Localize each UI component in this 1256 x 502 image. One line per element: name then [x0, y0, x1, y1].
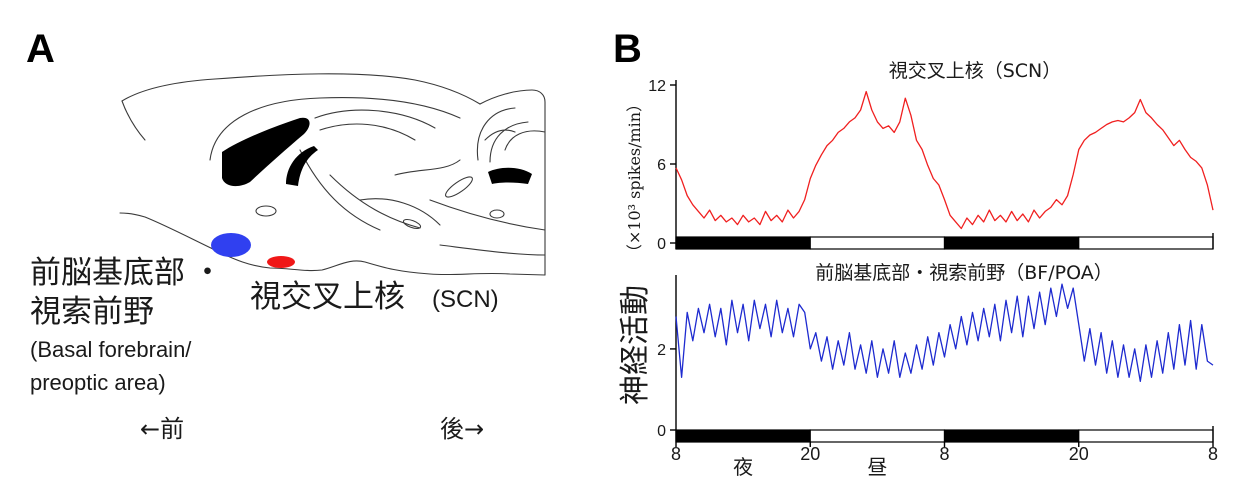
bfpoa-series-line — [675, 283, 1214, 383]
bfpoa-light-schedule-segment — [675, 429, 811, 443]
bfpoa-chart-ylabel: 神経活動 — [618, 285, 653, 405]
cerebellum-folia — [476, 107, 516, 161]
cerebellum-folia — [504, 130, 546, 151]
bf-label-bullet: ・ — [192, 255, 223, 291]
nucleus-oval — [402, 218, 422, 230]
scn-label-ja: 視交叉上核 — [250, 279, 405, 315]
bfpoa-light-schedule-segment — [1078, 429, 1214, 443]
anterior-direction-label: ←前 — [140, 415, 184, 443]
scn-light-schedule-segment — [1078, 236, 1214, 250]
brainstem-line — [429, 199, 546, 231]
bfpoa-chart-title: 前脳基底部・視索前野（BF/POA） — [815, 262, 1112, 284]
brain-bottom-contour — [119, 212, 546, 276]
bfpoa-activity-chart: 前脳基底部・視索前野（BF/POA） 神経活動 0 2 8 20 8 20 8 夜 昼 — [618, 262, 1218, 479]
bf-poa-region-marker — [211, 233, 251, 257]
tract-oval — [445, 176, 473, 198]
x-tick-label: 8 — [939, 444, 949, 464]
scn-light-schedule-segment — [809, 236, 946, 250]
scn-y-tick-label: 0 — [657, 236, 666, 253]
scn-y-tick-label: 12 — [648, 78, 666, 95]
scn-region-marker — [267, 256, 295, 268]
scn-y-tick-label: 6 — [657, 157, 666, 174]
poa-label-en: preoptic area) — [30, 370, 166, 395]
x-tick-label: 8 — [671, 444, 681, 464]
poa-label-ja: 視索前野 — [30, 294, 154, 330]
frontal-contour — [121, 100, 146, 141]
bf-label-ja: 前脳基底部 — [30, 255, 185, 291]
hippocampus-arc-inner — [319, 123, 416, 141]
lateral-ventricle — [222, 117, 310, 187]
bfpoa-light-schedule-segment — [809, 429, 946, 443]
cerebellum-contour — [479, 89, 546, 276]
bfpoa-y-tick-label: 2 — [657, 342, 666, 359]
scn-chart-title: 視交叉上核（SCN） — [889, 60, 1062, 82]
scn-chart-ylabel: （×10³ spikes/min） — [625, 96, 644, 260]
cerebellum-folia — [489, 121, 529, 163]
commissure-oval — [255, 205, 277, 217]
scn-series-line — [675, 90, 1214, 230]
x-tick-label: 8 — [1208, 444, 1218, 464]
x-tick-label: 20 — [800, 444, 820, 464]
scn-activity-chart: 視交叉上核（SCN） （×10³ spikes/min） 0 6 12 — [625, 60, 1214, 260]
scn-label-en: (SCN) — [432, 286, 499, 313]
thalamus-line — [359, 198, 441, 226]
scn-light-schedule-segment — [675, 236, 811, 250]
nucleus-oval — [489, 209, 505, 219]
midbrain-line — [394, 159, 461, 176]
night-period-label: 夜 — [733, 455, 753, 479]
panel-b: B 視交叉上核（SCN） （×10³ spikes/min） 0 6 12 前脳基底… — [613, 27, 1218, 479]
panel-b-label: B — [613, 27, 642, 71]
x-tick-label: 20 — [1069, 444, 1089, 464]
hippocampus-arc — [314, 109, 436, 129]
fourth-ventricle — [488, 167, 532, 184]
panel-a: A — [26, 27, 546, 443]
brainstem-line — [439, 244, 546, 256]
scn-light-schedule-segment — [943, 236, 1080, 250]
fiber-tract-line — [329, 174, 421, 229]
posterior-direction-label: 後→ — [440, 415, 484, 443]
fiber-tract-line — [299, 149, 381, 231]
bf-label-en: (Basal forebrain/ — [30, 337, 192, 362]
bfpoa-y-tick-label: 0 — [657, 423, 666, 440]
day-period-label: 昼 — [867, 455, 887, 479]
cortex-inner-line — [209, 96, 461, 161]
brain-sagittal-diagram — [119, 73, 546, 276]
cerebellum-folia — [484, 129, 516, 141]
panel-a-label: A — [26, 27, 55, 71]
ventricle-crescent — [286, 146, 318, 186]
bfpoa-light-schedule-segment — [943, 429, 1080, 443]
brain-top-contour — [121, 73, 481, 105]
